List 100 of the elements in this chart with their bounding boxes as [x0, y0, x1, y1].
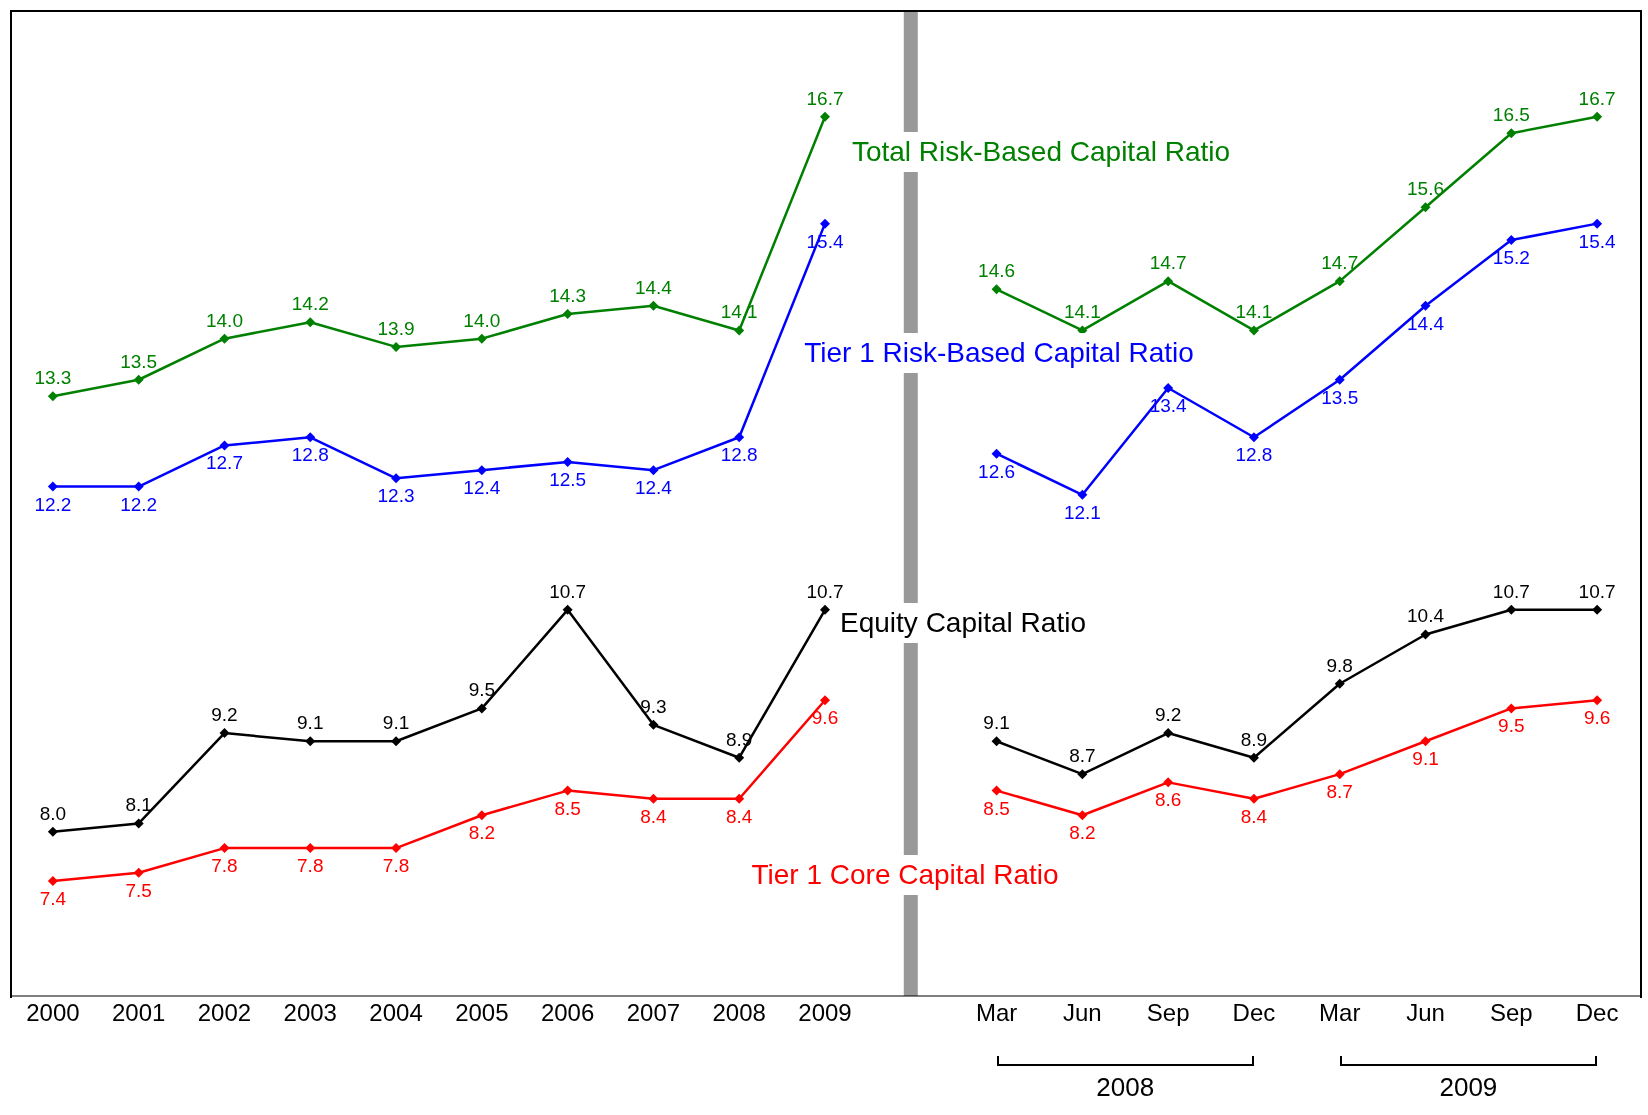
series-label: Tier 1 Core Capital Ratio	[745, 855, 1065, 895]
x-tick-label: 2001	[111, 999, 166, 1027]
x-tick-label: 2002	[197, 999, 252, 1027]
point	[219, 728, 230, 739]
point	[1248, 793, 1259, 804]
point	[734, 325, 745, 336]
point	[648, 793, 659, 804]
x-tick-label: Mar	[1319, 999, 1361, 1027]
data-label: 12.2	[34, 493, 72, 515]
point	[1420, 629, 1431, 640]
data-label: 13.5	[1321, 386, 1359, 408]
point	[219, 843, 230, 854]
point	[1248, 325, 1259, 336]
data-label: 7.8	[297, 855, 324, 877]
data-label: 14.1	[1235, 301, 1273, 323]
point	[820, 604, 830, 615]
data-label: 8.6	[1154, 789, 1182, 811]
data-label: 16.7	[1578, 87, 1616, 109]
x-tick-label: Dec	[1232, 999, 1276, 1027]
point	[219, 440, 230, 451]
x-tick-label: Jun	[1063, 999, 1102, 1027]
data-label: 8.5	[554, 797, 581, 819]
point	[1163, 276, 1174, 287]
point	[1248, 432, 1259, 443]
point	[1163, 382, 1174, 393]
point	[562, 604, 573, 615]
point	[991, 284, 1002, 295]
data-label: 9.5	[468, 679, 496, 701]
point	[820, 218, 830, 229]
data-label: 10.7	[806, 580, 844, 602]
data-label: 9.6	[811, 707, 839, 729]
text: 2008	[1096, 1072, 1155, 1103]
data-label: 12.6	[978, 460, 1016, 482]
data-label: 12.1	[1063, 501, 1101, 523]
data-label: 7.8	[382, 855, 410, 877]
data-label: 14.3	[549, 285, 587, 307]
data-label: 8.4	[1240, 805, 1268, 827]
data-label: 12.5	[549, 468, 587, 490]
point	[1592, 695, 1603, 706]
point	[1420, 202, 1431, 213]
point	[991, 785, 1002, 796]
x-tick-label: 2008	[712, 999, 766, 1027]
point	[991, 736, 1002, 747]
data-label: 8.5	[983, 797, 1010, 819]
point	[305, 432, 316, 443]
data-label: 12.4	[634, 477, 673, 499]
data-label: 9.6	[1583, 707, 1611, 729]
data-label: 8.1	[125, 794, 152, 816]
point	[648, 465, 659, 476]
point	[1506, 604, 1517, 615]
text: 2009	[1439, 1072, 1498, 1103]
x-tick-label: Sep	[1489, 999, 1533, 1027]
data-label: 8.9	[1240, 728, 1268, 750]
data-label: 14.2	[291, 293, 329, 315]
point	[1334, 678, 1345, 689]
data-label: 13.5	[120, 350, 158, 372]
data-label: 9.1	[1412, 748, 1439, 770]
data-label: 8.2	[1069, 822, 1096, 844]
point	[734, 752, 745, 763]
series-label: Total Risk-Based Capital Ratio	[845, 132, 1237, 172]
x-tick-label: 2003	[283, 999, 337, 1027]
x-tick-label: 2005	[455, 999, 509, 1027]
data-label: 13.9	[377, 317, 415, 339]
point	[1163, 728, 1174, 739]
point	[1506, 235, 1517, 246]
point	[1506, 128, 1517, 139]
x-tick-label: Mar	[975, 999, 1018, 1027]
data-label: 10.7	[1492, 580, 1530, 602]
data-label: 15.4	[1578, 230, 1617, 252]
data-label: 16.7	[806, 87, 844, 109]
point	[734, 432, 745, 443]
point	[391, 341, 402, 352]
point	[562, 309, 573, 320]
data-label: 7.8	[211, 855, 238, 877]
point	[1334, 769, 1345, 780]
x-tick-label: Dec	[1575, 999, 1619, 1027]
data-label: 8.4	[640, 805, 668, 827]
data-label: 9.8	[1326, 654, 1353, 676]
point	[820, 111, 830, 122]
point	[133, 374, 144, 385]
data-label: 8.4	[726, 805, 753, 827]
point	[219, 333, 230, 344]
point	[47, 826, 58, 837]
point	[47, 481, 58, 492]
point	[476, 465, 487, 476]
point	[391, 473, 402, 484]
data-label: 8.0	[39, 802, 67, 824]
data-label: 7.4	[39, 887, 67, 909]
data-label: 9.3	[640, 695, 667, 717]
data-label: 12.8	[720, 444, 758, 466]
data-label: 14.1	[1063, 301, 1101, 323]
point	[562, 785, 573, 796]
x-tick-label: Jun	[1406, 999, 1445, 1027]
series-label: Equity Capital Ratio	[834, 603, 1092, 643]
data-label: 15.2	[1492, 247, 1530, 269]
data-label: 8.2	[468, 822, 496, 844]
point	[476, 810, 487, 821]
point	[1592, 218, 1603, 229]
data-label: 8.7	[1326, 781, 1353, 803]
point	[133, 818, 144, 829]
